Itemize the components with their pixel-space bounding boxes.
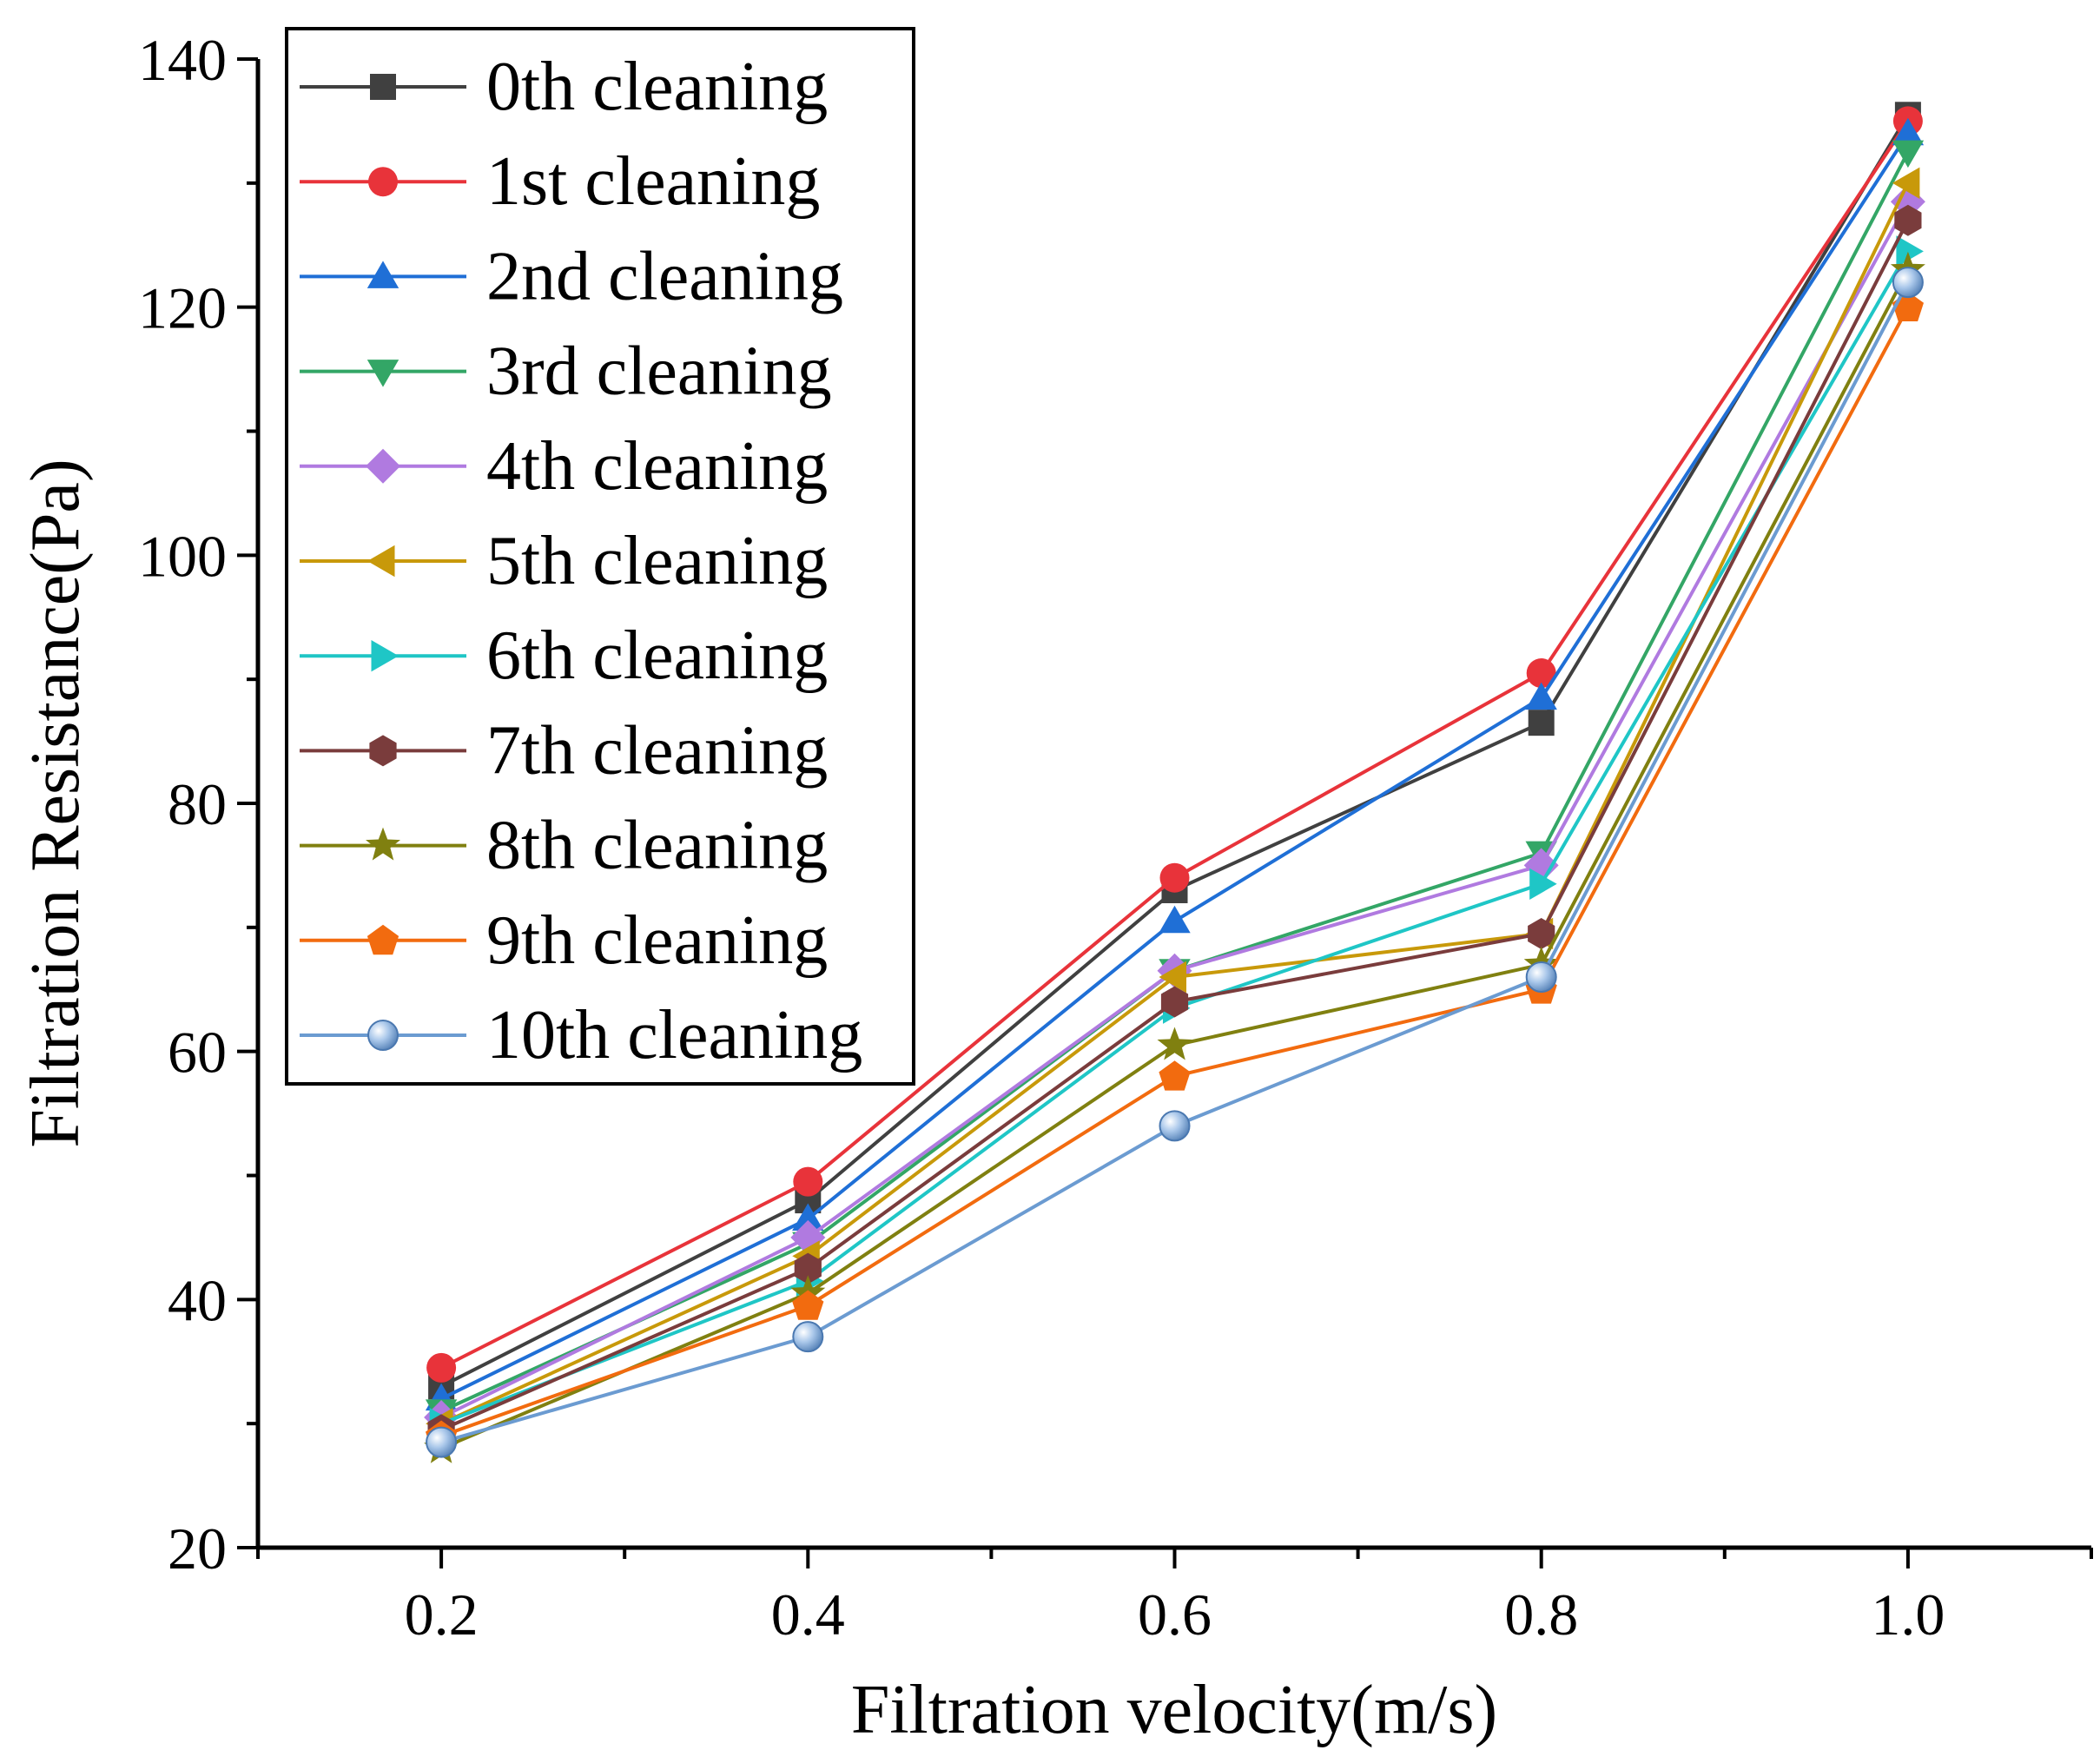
legend-label: 7th cleaning bbox=[486, 712, 828, 789]
legend-entry-10th-cleaning: 10th cleaning bbox=[300, 997, 862, 1073]
y-axis-title: Filtration Resistance(Pa) bbox=[17, 459, 94, 1147]
y-ticks: 20 40 60 80 100 120 140 bbox=[138, 27, 258, 1582]
legend-items: 0th cleaning 1st cleaning 2nd cleaning 3rd … bbox=[300, 49, 862, 1073]
data-point bbox=[1528, 918, 1555, 949]
legend-entry-2nd-cleaning: 2nd cleaning bbox=[300, 238, 843, 314]
x-ticks: 0.2 0.4 0.6 0.8 1.0 bbox=[256, 1548, 2093, 1648]
x-tick-label: 1.0 bbox=[1871, 1582, 1945, 1648]
series-7th-cleaning bbox=[427, 204, 1922, 1446]
legend-entry-5th-cleaning: 5th cleaning bbox=[300, 523, 828, 599]
legend-marker bbox=[367, 360, 400, 387]
data-point bbox=[792, 1203, 824, 1231]
data-point bbox=[1159, 905, 1191, 934]
data-point bbox=[792, 1290, 824, 1320]
legend-label: 9th cleaning bbox=[486, 902, 828, 979]
legend-label: 5th cleaning bbox=[486, 523, 828, 599]
legend-entry-9th-cleaning: 9th cleaning bbox=[300, 902, 828, 979]
y-tick-label: 20 bbox=[168, 1516, 227, 1582]
data-point bbox=[793, 1166, 823, 1197]
legend-marker bbox=[367, 924, 400, 955]
data-point bbox=[1526, 658, 1556, 689]
data-point bbox=[1525, 682, 1557, 710]
data-point bbox=[1529, 868, 1557, 900]
legend-label: 6th cleaning bbox=[486, 617, 828, 694]
legend-marker bbox=[366, 827, 400, 861]
y-tick-label: 40 bbox=[168, 1267, 227, 1333]
x-tick-label: 0.2 bbox=[405, 1582, 479, 1648]
legend-entry-8th-cleaning: 8th cleaning bbox=[300, 808, 828, 884]
legend-marker bbox=[371, 640, 399, 672]
data-point bbox=[794, 1252, 822, 1284]
legend-entry-4th-cleaning: 4th cleaning bbox=[300, 428, 828, 505]
legend-entry-6th-cleaning: 6th cleaning bbox=[300, 617, 828, 694]
y-tick-label: 100 bbox=[138, 523, 227, 589]
data-point bbox=[1525, 961, 1557, 993]
y-tick-label: 80 bbox=[168, 771, 227, 837]
x-axis-title: Filtration velocity(m/s) bbox=[851, 1672, 1497, 1748]
x-tick-label: 0.8 bbox=[1504, 1582, 1578, 1648]
legend-marker bbox=[367, 261, 400, 288]
legend-label: 8th cleaning bbox=[486, 808, 828, 884]
data-point bbox=[1160, 986, 1189, 1018]
legend-label: 3rd cleaning bbox=[486, 333, 832, 410]
series-10th-cleaning bbox=[426, 267, 1924, 1458]
data-point bbox=[1892, 267, 1924, 299]
legend-label: 0th cleaning bbox=[486, 49, 828, 125]
x-tick-label: 0.6 bbox=[1138, 1582, 1212, 1648]
data-point bbox=[426, 1352, 457, 1383]
data-point bbox=[1892, 140, 1925, 168]
data-point bbox=[1159, 1060, 1191, 1091]
legend-marker bbox=[369, 735, 397, 767]
y-tick-label: 60 bbox=[168, 1020, 227, 1086]
data-point bbox=[1896, 235, 1924, 267]
legend: 0th cleaning 1st cleaning 2nd cleaning 3rd … bbox=[285, 27, 915, 1086]
data-point bbox=[792, 1321, 824, 1353]
data-point bbox=[1157, 1027, 1192, 1060]
legend-marker bbox=[367, 545, 395, 578]
series-layer bbox=[424, 102, 1925, 1463]
legend-label: 1st cleaning bbox=[486, 143, 820, 220]
y-tick-label: 120 bbox=[138, 275, 227, 341]
data-point bbox=[1159, 1110, 1191, 1142]
legend-entry-7th-cleaning: 7th cleaning bbox=[300, 712, 828, 789]
series-2nd-cleaning bbox=[425, 117, 1925, 1411]
y-tick-label: 140 bbox=[138, 27, 227, 93]
data-point bbox=[1892, 117, 1925, 146]
data-point bbox=[1159, 961, 1186, 994]
data-point bbox=[1159, 862, 1190, 893]
legend-marker bbox=[367, 1020, 399, 1051]
data-point bbox=[426, 1426, 458, 1458]
legend-marker bbox=[366, 448, 400, 484]
series-1st-cleaning bbox=[426, 106, 1923, 1383]
legend-label: 10th cleaning bbox=[486, 997, 862, 1073]
legend-marker bbox=[368, 167, 398, 197]
data-point bbox=[1894, 204, 1922, 236]
legend-entry-0th-cleaning: 0th cleaning bbox=[300, 49, 828, 125]
data-point bbox=[1892, 167, 1920, 199]
legend-entry-3rd-cleaning: 3rd cleaning bbox=[300, 333, 832, 410]
legend-marker bbox=[370, 74, 396, 100]
x-tick-label: 0.4 bbox=[771, 1582, 845, 1648]
data-point bbox=[1528, 710, 1555, 736]
legend-entry-1st-cleaning: 1st cleaning bbox=[300, 143, 820, 220]
legend-label: 2nd cleaning bbox=[486, 238, 843, 314]
legend-label: 4th cleaning bbox=[486, 428, 828, 505]
